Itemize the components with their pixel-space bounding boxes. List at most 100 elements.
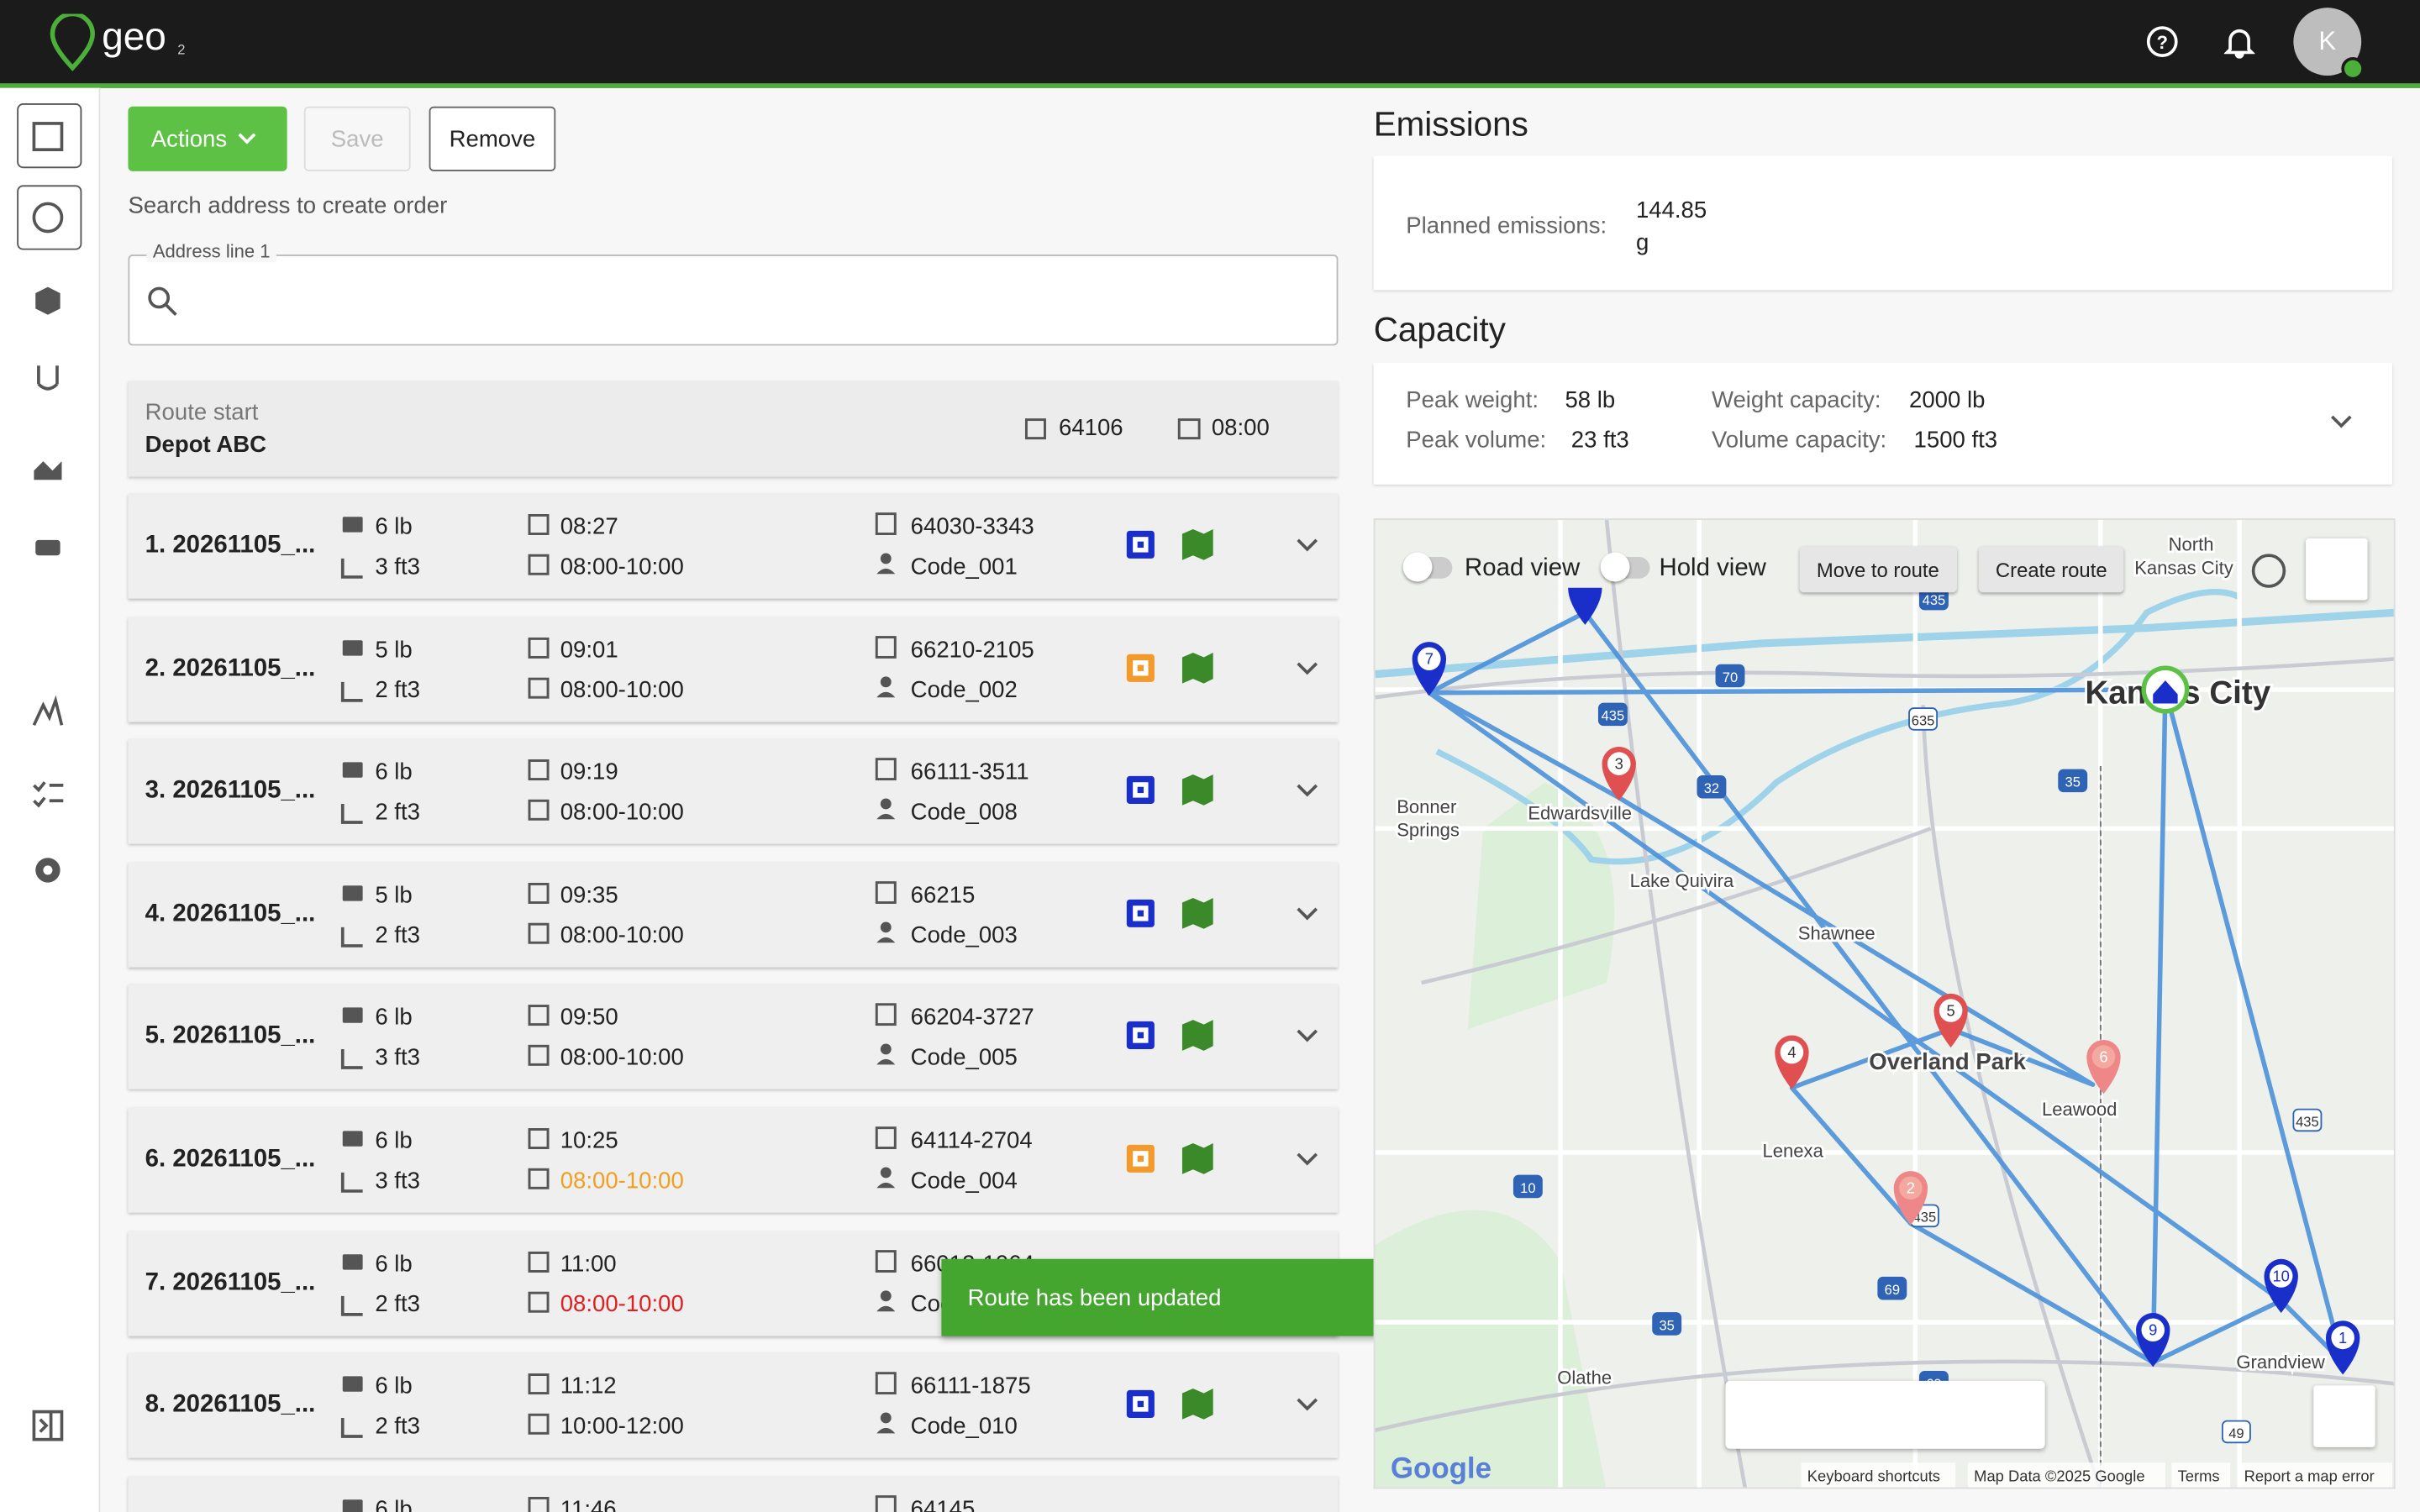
- order-row: 2. 20261105_... 5 lb 2 ft3 09:01 08:00-10:00…: [128, 616, 1339, 722]
- capacity-value: 58 lb: [1565, 387, 1616, 414]
- order-postcode: 64114-2704: [910, 1127, 1033, 1154]
- create-route-button[interactable]: Create route: [1978, 546, 2124, 593]
- order-code: Code_008: [910, 799, 1018, 826]
- map-logo: Google: [1391, 1452, 1491, 1485]
- road-shield: [1652, 1312, 1682, 1336]
- bell-icon[interactable]: [2223, 24, 2255, 59]
- emissions-title: Emissions: [1373, 104, 1528, 144]
- road-shield: [2058, 769, 2088, 793]
- expand-chevron[interactable]: [2328, 412, 2355, 433]
- road-shield-label: 35: [1659, 1317, 1674, 1333]
- order-title: 5. 20261105_...: [145, 1023, 316, 1050]
- toggle-knob: [1600, 552, 1630, 582]
- road-shield-label: 10: [1520, 1180, 1535, 1196]
- stop-label: 3: [1615, 755, 1623, 773]
- actions-label: Actions: [150, 125, 228, 152]
- road-shield: [1597, 702, 1628, 727]
- depot-postcode: 64106: [1059, 415, 1123, 442]
- place-label: Olathe: [1557, 1368, 1612, 1389]
- order-postcode: 66111-1875: [910, 1373, 1031, 1400]
- order-icons: [340, 758, 1318, 825]
- order-row: 5. 20261105_... 6 lb 3 ft3 09:50 08:00-10:00…: [128, 984, 1339, 1090]
- fullscreen-button[interactable]: [2306, 538, 2368, 601]
- actions-button[interactable]: Actions: [128, 106, 287, 171]
- save-button[interactable]: Save: [303, 106, 411, 171]
- road-view-label: Road view: [1465, 555, 1581, 582]
- place-label: Lenexa: [1763, 1141, 1824, 1162]
- nav-item-active[interactable]: [17, 103, 82, 169]
- order-eta: 09:19: [560, 759, 618, 786]
- order-row: 3. 20261105_... 6 lb 2 ft3 09:19 08:00-10:00…: [128, 739, 1339, 845]
- attribution-bg: [1801, 1462, 1956, 1488]
- stop-label: 2: [1907, 1179, 1915, 1197]
- attribution: Report a map error: [2244, 1467, 2375, 1484]
- stop-label: 1: [2338, 1329, 2347, 1347]
- collapse-icon[interactable]: [31, 1409, 65, 1442]
- road-shield-label: 635: [1912, 712, 1935, 728]
- stop-marker-inner: [1780, 1040, 1804, 1064]
- stop-marker-inner: [1899, 1176, 1923, 1200]
- road-shield-label: 69: [1885, 1282, 1900, 1298]
- stop-marker-inner: [2331, 1326, 2354, 1350]
- capacity-value: 1500 ft3: [1913, 427, 1998, 454]
- address-input[interactable]: [128, 255, 1339, 346]
- stop-marker-inner: [2141, 1318, 2165, 1342]
- order-window: 08:00-10:00: [560, 1290, 684, 1317]
- move-to-route-button[interactable]: Move to route: [1799, 546, 1957, 593]
- stop-marker-inner: [2091, 1045, 2116, 1068]
- place-label: Overland Park: [1869, 1048, 2026, 1074]
- order-title: 2. 20261105_...: [145, 654, 316, 682]
- order-eta: 08:27: [560, 513, 618, 540]
- capacity-label: Peak weight:: [1406, 387, 1539, 414]
- remove-button[interactable]: Remove: [429, 106, 556, 171]
- order-row: 8. 20261105_... 6 lb 2 ft3 11:12 10:00-12:00…: [128, 1353, 1339, 1459]
- order-eta: 11:46: [560, 1496, 617, 1512]
- order-icons: [340, 635, 1318, 701]
- order-icons: [340, 1372, 1318, 1439]
- nav-icons[interactable]: [31, 118, 68, 890]
- road-shield-label: 32: [1704, 780, 1719, 796]
- pan-control[interactable]: [2313, 1385, 2375, 1447]
- order-window: 08:00-10:00: [560, 1168, 684, 1194]
- road-shield-label: 435: [1602, 708, 1625, 724]
- road-shield: [2221, 1420, 2251, 1444]
- drawing-toolbar[interactable]: [1725, 1380, 2045, 1449]
- nav-item-active[interactable]: [17, 185, 82, 250]
- logo-mark: [50, 13, 95, 71]
- order-eta: 09:35: [560, 882, 618, 909]
- order-eta: 10:25: [560, 1127, 618, 1154]
- depot-time: 08:00: [1211, 415, 1270, 442]
- order-weight: 6 lb: [375, 1373, 413, 1400]
- route-start-label: Route start: [145, 399, 259, 426]
- order-window: 08:00-10:00: [560, 1045, 684, 1072]
- depot-icon: [2153, 680, 2178, 704]
- road-shield: [1512, 1174, 1543, 1199]
- chevron: [238, 133, 256, 144]
- order-code: Code_005: [910, 1045, 1018, 1072]
- attribution-bg: [2171, 1462, 2231, 1488]
- attribution-bg: [2238, 1462, 2392, 1488]
- order-weight: 6 lb: [375, 1127, 413, 1154]
- order-weight: 5 lb: [375, 882, 413, 909]
- order-code: Code_001: [910, 554, 1018, 580]
- help-icon[interactable]: ?: [2145, 24, 2179, 58]
- svg-text:?: ?: [2157, 32, 2168, 53]
- top-bar: geo 2 ? K: [0, 0, 2420, 88]
- route-line: [1427, 610, 2345, 1365]
- capacity-label: Weight capacity:: [1711, 387, 1881, 414]
- stop-label: 6: [2099, 1048, 2107, 1066]
- order-title: 1. 20261105_...: [145, 532, 316, 559]
- address-label: Address line 1: [146, 240, 276, 263]
- order-window: 08:00-10:00: [560, 554, 684, 580]
- order-postcode: 66215: [910, 882, 976, 909]
- order-icons: [340, 512, 1318, 579]
- order-row: 6 lb 11:46 64145: [128, 1476, 1339, 1512]
- sidebar: [0, 87, 101, 1512]
- order-weight: 6 lb: [375, 759, 413, 786]
- place-label: Edwardsville: [1528, 802, 1632, 823]
- emissions-card: Planned emissions: 144.85 g: [1373, 155, 2392, 291]
- attribution-bg: [1967, 1462, 2165, 1488]
